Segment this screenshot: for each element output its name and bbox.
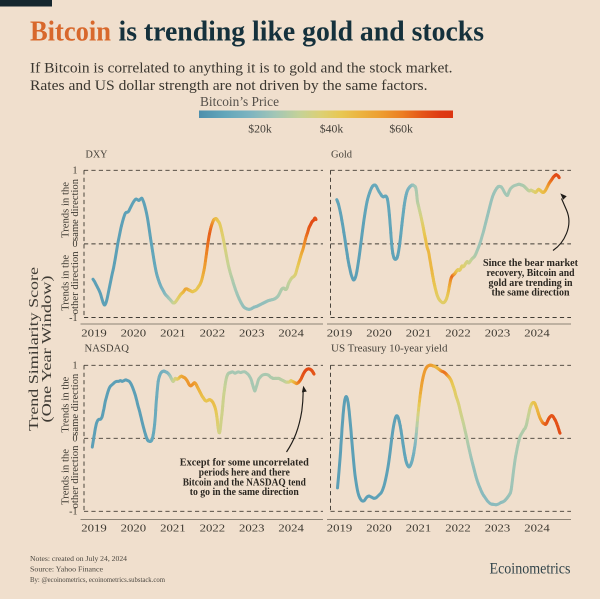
svg-text:2021: 2021 <box>406 522 432 534</box>
svg-text:-1: -1 <box>69 313 77 324</box>
svg-text:Bitcoin’s Price: Bitcoin’s Price <box>200 95 279 110</box>
svg-text:2021: 2021 <box>406 327 432 339</box>
svg-text:2024: 2024 <box>524 327 550 339</box>
svg-text:2023: 2023 <box>485 522 511 534</box>
svg-text:2020: 2020 <box>366 522 392 534</box>
svg-text:same direction: same direction <box>70 374 81 436</box>
svg-text:2019: 2019 <box>81 327 107 339</box>
svg-text:(One Year Window): (One Year Window) <box>40 275 55 422</box>
svg-text:2020: 2020 <box>121 327 147 339</box>
svg-text:If Bitcoin is correlated to an: If Bitcoin is correlated to anything it … <box>30 61 453 77</box>
svg-text:is trending like gold and stoc: is trending like gold and stocks <box>119 16 485 48</box>
svg-text:2022: 2022 <box>200 327 226 339</box>
svg-text:Gold: Gold <box>331 150 353 161</box>
svg-text:periods here and there: periods here and there <box>199 467 290 478</box>
svg-text:By: @ecoinometrics, ecoinometr: By: @ecoinometrics, ecoinometrics.substa… <box>30 575 165 584</box>
svg-text:2024: 2024 <box>524 522 550 534</box>
svg-text:2022: 2022 <box>445 327 471 339</box>
svg-text:same direction: same direction <box>70 179 81 241</box>
svg-text:2020: 2020 <box>121 522 147 534</box>
svg-text:$40k: $40k <box>320 124 344 136</box>
svg-text:-1: -1 <box>69 507 77 518</box>
svg-text:Since the bear market: Since the bear market <box>483 258 578 269</box>
svg-text:2021: 2021 <box>160 522 186 534</box>
svg-text:Ecoinometrics: Ecoinometrics <box>490 561 571 578</box>
svg-text:DXY: DXY <box>86 150 108 161</box>
svg-text:Trends in the: Trends in the <box>61 448 72 505</box>
svg-text:other direction: other direction <box>70 251 81 314</box>
svg-text:US Treasury 10-year yield: US Treasury 10-year yield <box>331 344 448 355</box>
svg-text:2021: 2021 <box>160 327 186 339</box>
svg-text:Trends in the: Trends in the <box>61 181 72 238</box>
svg-text:2022: 2022 <box>445 522 471 534</box>
svg-text:the same direction: the same direction <box>492 288 570 299</box>
svg-text:2024: 2024 <box>278 327 304 339</box>
svg-text:2019: 2019 <box>327 522 353 534</box>
svg-text:Trends in the: Trends in the <box>61 254 72 311</box>
svg-text:Bitcoin and the NASDAQ tend: Bitcoin and the NASDAQ tend <box>183 477 306 488</box>
svg-text:NASDAQ: NASDAQ <box>85 344 130 355</box>
svg-text:Source: Yahoo Finance: Source: Yahoo Finance <box>30 565 104 574</box>
svg-text:Except for some uncorrelated: Except for some uncorrelated <box>180 458 309 469</box>
svg-text:2023: 2023 <box>239 327 265 339</box>
svg-text:gold are trending in: gold are trending in <box>489 278 573 289</box>
svg-text:$20k: $20k <box>248 124 272 136</box>
svg-text:1: 1 <box>73 361 78 372</box>
svg-text:2019: 2019 <box>81 522 107 534</box>
svg-text:Notes: created on July 24, 202: Notes: created on July 24, 2024 <box>30 554 127 563</box>
svg-text:2019: 2019 <box>327 327 353 339</box>
svg-text:other direction: other direction <box>70 446 81 509</box>
svg-text:$60k: $60k <box>389 124 413 136</box>
svg-text:Trend Similarity Score: Trend Similarity Score <box>27 267 42 431</box>
svg-text:Trends in the: Trends in the <box>61 376 72 433</box>
svg-text:recovery, Bitcoin and: recovery, Bitcoin and <box>487 268 575 279</box>
svg-text:0: 0 <box>73 434 78 445</box>
svg-text:Rates and US dollar strength a: Rates and US dollar strength are not dri… <box>30 78 428 94</box>
svg-text:0: 0 <box>73 239 78 250</box>
svg-text:2023: 2023 <box>485 327 511 339</box>
svg-text:2022: 2022 <box>200 522 226 534</box>
svg-text:2020: 2020 <box>366 327 392 339</box>
svg-text:2023: 2023 <box>239 522 265 534</box>
svg-text:Bitcoin: Bitcoin <box>30 16 111 48</box>
svg-text:1: 1 <box>73 166 78 177</box>
svg-text:2024: 2024 <box>278 522 304 534</box>
svg-text:to go in the same direction: to go in the same direction <box>190 487 299 498</box>
